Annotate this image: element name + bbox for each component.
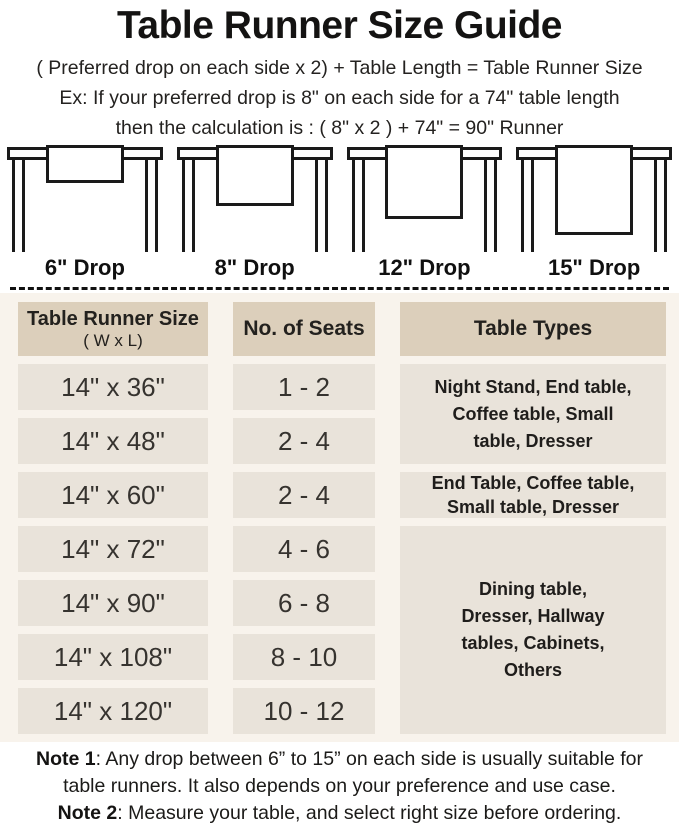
table-types-cell-small-tables: Night Stand, End table, Coffee table, Sm… xyxy=(400,364,666,464)
drop-illustrations xyxy=(0,145,679,253)
note-2-label: Note 2 xyxy=(57,802,118,824)
runner-size-cell: 14" x 90" xyxy=(18,580,208,626)
note-1-label: Note 1 xyxy=(35,748,96,770)
runner-graphic xyxy=(555,145,634,235)
note-1-text: : Any drop between 6” to 15” on each sid… xyxy=(63,748,644,797)
notes: Note 1: Any drop between 6” to 15” on ea… xyxy=(0,746,679,827)
note-1: Note 1: Any drop between 6” to 15” on ea… xyxy=(0,746,679,800)
runner-size-cell: 14" x 120" xyxy=(18,688,208,734)
table-leg-graphic xyxy=(144,160,158,252)
table-leg-graphic xyxy=(314,160,328,252)
header-runner-size: Table Runner Size ( W x L) xyxy=(18,302,208,356)
dashed-divider xyxy=(10,287,669,290)
example-line-2: then the calculation is : ( 8" x 2 ) + 7… xyxy=(115,117,564,139)
header-runner-size-line1: Table Runner Size xyxy=(27,307,199,330)
note-2: Note 2: Measure your table, and select r… xyxy=(0,800,679,827)
seats-cell: 4 - 6 xyxy=(233,526,375,572)
note-2-text: : Measure your table, and select right s… xyxy=(117,802,622,824)
seats-cell: 2 - 4 xyxy=(233,472,375,518)
runner-size-cell: 14" x 108" xyxy=(18,634,208,680)
table-leg-graphic xyxy=(654,160,667,252)
runner-size-cell: 14" x 36" xyxy=(18,364,208,410)
page-title: Table Runner Size Guide xyxy=(116,4,563,47)
table-leg-graphic xyxy=(484,160,498,252)
formula-line: ( Preferred drop on each side x 2) + Tab… xyxy=(36,57,643,79)
header-table-types: Table Types xyxy=(400,302,666,356)
runner-size-cell: 14" x 48" xyxy=(18,418,208,464)
header-seats: No. of Seats xyxy=(233,302,375,356)
table-leg-graphic xyxy=(351,160,365,252)
example-line-1: Ex: If your preferred drop is 8" on each… xyxy=(59,87,620,109)
table-leg-graphic xyxy=(181,160,195,252)
table-types-cell-medium-tables: End Table, Coffee table, Small table, Dr… xyxy=(400,472,666,518)
runner-graphic xyxy=(45,145,124,183)
seats-cell: 6 - 8 xyxy=(233,580,375,626)
runner-size-cell: 14" x 60" xyxy=(18,472,208,518)
header-runner-size-line2: ( W x L) xyxy=(83,330,143,350)
table-illustration-12-drop xyxy=(340,145,510,253)
table-leg-graphic xyxy=(521,160,535,252)
runner-size-cell: 14" x 72" xyxy=(18,526,208,572)
seats-cell: 10 - 12 xyxy=(233,688,375,734)
drop-label-6: 6" Drop xyxy=(44,255,125,280)
drop-label-15: 15" Drop xyxy=(547,255,641,280)
runner-graphic xyxy=(215,145,294,206)
drop-label-12: 12" Drop xyxy=(378,255,471,280)
drop-labels-row: 6" Drop 8" Drop 12" Drop 15" Drop xyxy=(0,254,679,282)
table-types-cell-large-tables: Dining table, Dresser, Hallway tables, C… xyxy=(400,526,666,734)
table-leg-graphic xyxy=(12,160,25,252)
table-illustration-6-drop xyxy=(0,145,170,253)
table-illustration-8-drop xyxy=(170,145,340,253)
size-table: Table Runner Size ( W x L) No. of Seats … xyxy=(0,302,679,734)
size-table-section: Table Runner Size ( W x L) No. of Seats … xyxy=(0,293,679,742)
table-illustration-15-drop xyxy=(509,145,679,253)
drop-label-8: 8" Drop xyxy=(214,255,295,280)
seats-cell: 2 - 4 xyxy=(233,418,375,464)
seats-cell: 8 - 10 xyxy=(233,634,375,680)
runner-graphic xyxy=(385,145,464,219)
seats-cell: 1 - 2 xyxy=(233,364,375,410)
